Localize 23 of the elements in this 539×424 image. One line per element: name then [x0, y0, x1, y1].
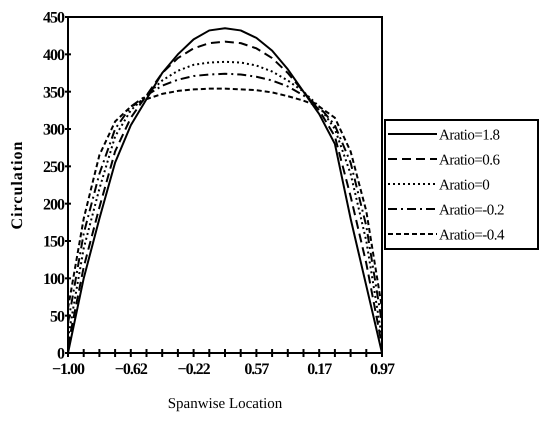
y-tick-label: 150: [43, 234, 65, 251]
y-tick-label: 100: [43, 270, 65, 288]
x-tick-label: −0.62: [114, 361, 148, 378]
x-axis-title: Spanwise Location: [168, 396, 283, 412]
legend-label: Aratio=-0.2: [439, 202, 504, 218]
x-tick-label: −1.00: [52, 361, 86, 378]
y-tick-label: 400: [43, 46, 65, 64]
y-axis-title: Circulation: [9, 140, 26, 230]
y-tick-label: 50: [50, 308, 65, 326]
legend-label: Aratio=-0.4: [439, 227, 506, 244]
x-tick-label: 0.57: [244, 361, 270, 378]
y-tick-label: 450: [43, 10, 65, 27]
legend-label: Aratio=0.6: [439, 152, 501, 168]
y-tick-label: 200: [43, 196, 65, 214]
y-tick-label: 350: [43, 84, 65, 102]
y-tick-label: 300: [43, 122, 65, 139]
legend-label: Aratio=0: [439, 177, 490, 194]
legend-label: Aratio=1.8: [439, 127, 500, 144]
y-tick-label: 250: [43, 158, 65, 176]
x-tick-label: 0.17: [307, 361, 332, 378]
x-tick-label: 0.97: [370, 361, 395, 378]
y-tick-label: 0: [57, 346, 65, 363]
x-tick-label: −0.22: [178, 361, 211, 378]
